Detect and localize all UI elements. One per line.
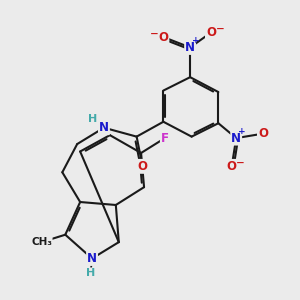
Text: N: N [99,121,109,134]
Text: N: N [87,252,97,265]
Text: O: O [138,160,148,173]
Text: +: + [238,127,246,136]
Text: N: N [185,41,195,54]
Text: H: H [88,114,97,124]
Text: −: − [236,158,245,168]
Text: O: O [158,31,168,44]
Text: O: O [206,26,216,39]
Text: F: F [161,132,169,145]
Text: H: H [86,268,95,278]
Text: N: N [231,132,241,145]
Text: −: − [150,28,159,38]
Text: CH₃: CH₃ [31,237,52,247]
Text: +: + [192,36,200,45]
Text: O: O [227,160,237,173]
Text: O: O [258,127,268,140]
Text: −: − [215,24,224,34]
